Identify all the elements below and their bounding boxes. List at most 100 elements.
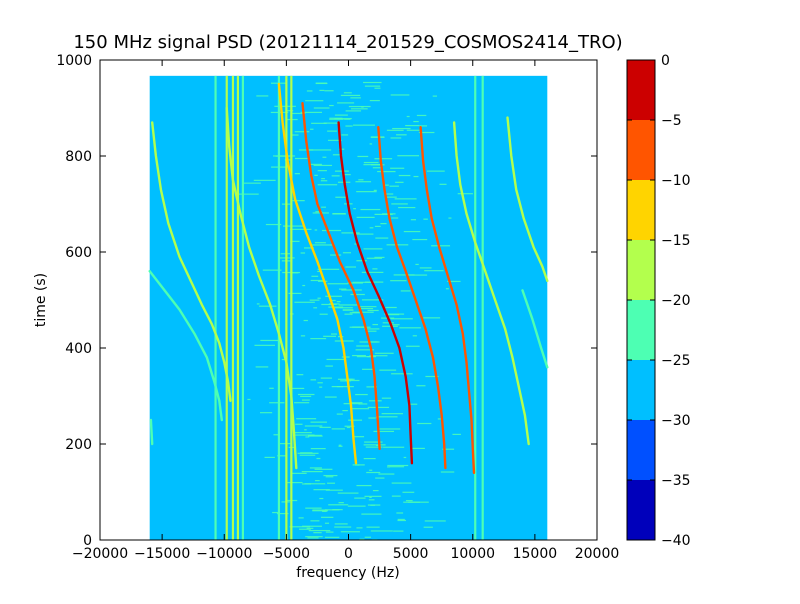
noise-streak <box>391 217 399 219</box>
noise-streak <box>342 410 348 412</box>
noise-streak <box>416 385 426 387</box>
noise-streak <box>385 196 397 198</box>
noise-streak <box>327 283 348 285</box>
noise-streak <box>338 304 359 306</box>
colorbar-segment <box>627 480 655 540</box>
noise-streak <box>399 327 421 329</box>
colorbar-segment <box>627 120 655 180</box>
x-tick-label: 0 <box>344 546 353 562</box>
noise-streak <box>287 481 303 484</box>
noise-streak <box>448 217 452 219</box>
noise-streak <box>320 180 328 182</box>
noise-streak <box>308 529 331 532</box>
noise-streak <box>325 295 342 297</box>
noise-streak <box>386 129 404 131</box>
noise-streak <box>256 95 269 97</box>
noise-streak <box>403 230 421 233</box>
doppler-trace <box>151 121 232 402</box>
noise-streak <box>431 245 451 247</box>
noise-streak <box>314 242 326 244</box>
noise-streak <box>391 482 412 484</box>
noise-streak <box>345 110 362 112</box>
doppler-trace <box>419 126 476 474</box>
noise-streak <box>370 530 393 532</box>
noise-streak <box>376 416 398 418</box>
noise-streak <box>310 520 320 522</box>
noise-streak <box>305 100 324 102</box>
noise-streak <box>319 497 324 500</box>
noise-streak <box>424 520 446 522</box>
noise-streak <box>336 413 343 415</box>
noise-streak <box>321 516 334 518</box>
noise-streak <box>328 306 344 308</box>
noise-streak <box>356 356 377 358</box>
noise-streak <box>305 436 310 438</box>
noise-streak <box>325 365 333 367</box>
noise-streak <box>300 335 306 337</box>
noise-streak <box>363 248 383 250</box>
noise-streak <box>385 193 394 195</box>
noise-streak <box>387 464 409 467</box>
noise-streak <box>356 527 363 529</box>
noise-streak <box>300 252 306 254</box>
noise-streak <box>314 229 318 231</box>
noise-streak <box>374 87 381 89</box>
noise-streak <box>243 182 261 184</box>
noise-streak <box>349 326 371 328</box>
noise-streak <box>423 526 433 528</box>
noise-streak <box>424 270 444 272</box>
noise-streak <box>398 206 416 209</box>
noise-streak <box>334 117 352 120</box>
noise-streak <box>301 470 323 473</box>
noise-streak <box>319 313 328 315</box>
noise-streak <box>412 238 428 241</box>
doppler-trace <box>377 126 447 470</box>
noise-streak <box>357 155 369 158</box>
noise-streak <box>317 382 323 384</box>
noise-streak <box>323 474 338 477</box>
noise-streak <box>372 268 378 270</box>
noise-streak <box>358 179 364 181</box>
noise-streak <box>288 292 302 295</box>
noise-streak <box>344 118 351 120</box>
noise-streak <box>338 288 347 290</box>
noise-streak <box>374 225 381 228</box>
noise-streak <box>260 339 279 342</box>
noise-streak <box>393 274 415 276</box>
noise-streak <box>325 489 343 491</box>
noise-streak <box>342 252 352 254</box>
noise-streak <box>348 419 363 421</box>
noise-streak <box>380 223 387 225</box>
noise-streak <box>310 448 326 450</box>
noise-streak <box>312 510 329 512</box>
noise-streak <box>419 267 432 269</box>
noise-streak <box>395 181 404 183</box>
noise-streak <box>386 314 400 316</box>
noise-streak <box>338 444 342 446</box>
noise-streak <box>373 430 394 433</box>
noise-streak <box>347 378 353 380</box>
noise-streak <box>419 125 428 127</box>
colorbar: 0 −5 −10 −15 −20 −25 −30 −35 −40 <box>626 53 691 549</box>
noise-streak <box>390 280 407 282</box>
doppler-trace <box>337 121 414 465</box>
noise-streak <box>396 512 404 514</box>
noise-streak <box>413 175 419 178</box>
noise-streak <box>374 352 394 354</box>
noise-streak <box>356 191 377 193</box>
noise-streak <box>325 531 334 533</box>
noise-streak <box>296 374 304 376</box>
noise-streak <box>350 293 365 296</box>
noise-streak <box>294 131 310 133</box>
noise-streak <box>290 240 300 242</box>
noise-streak <box>338 502 344 504</box>
noise-streak <box>360 208 381 211</box>
noise-streak <box>319 386 323 388</box>
noise-streak <box>457 193 473 195</box>
noise-streak <box>364 85 381 87</box>
noise-streak <box>341 289 362 291</box>
noise-streak <box>381 397 392 399</box>
noise-streak <box>440 471 455 473</box>
noise-streak <box>334 340 354 342</box>
noise-streak <box>334 523 348 525</box>
